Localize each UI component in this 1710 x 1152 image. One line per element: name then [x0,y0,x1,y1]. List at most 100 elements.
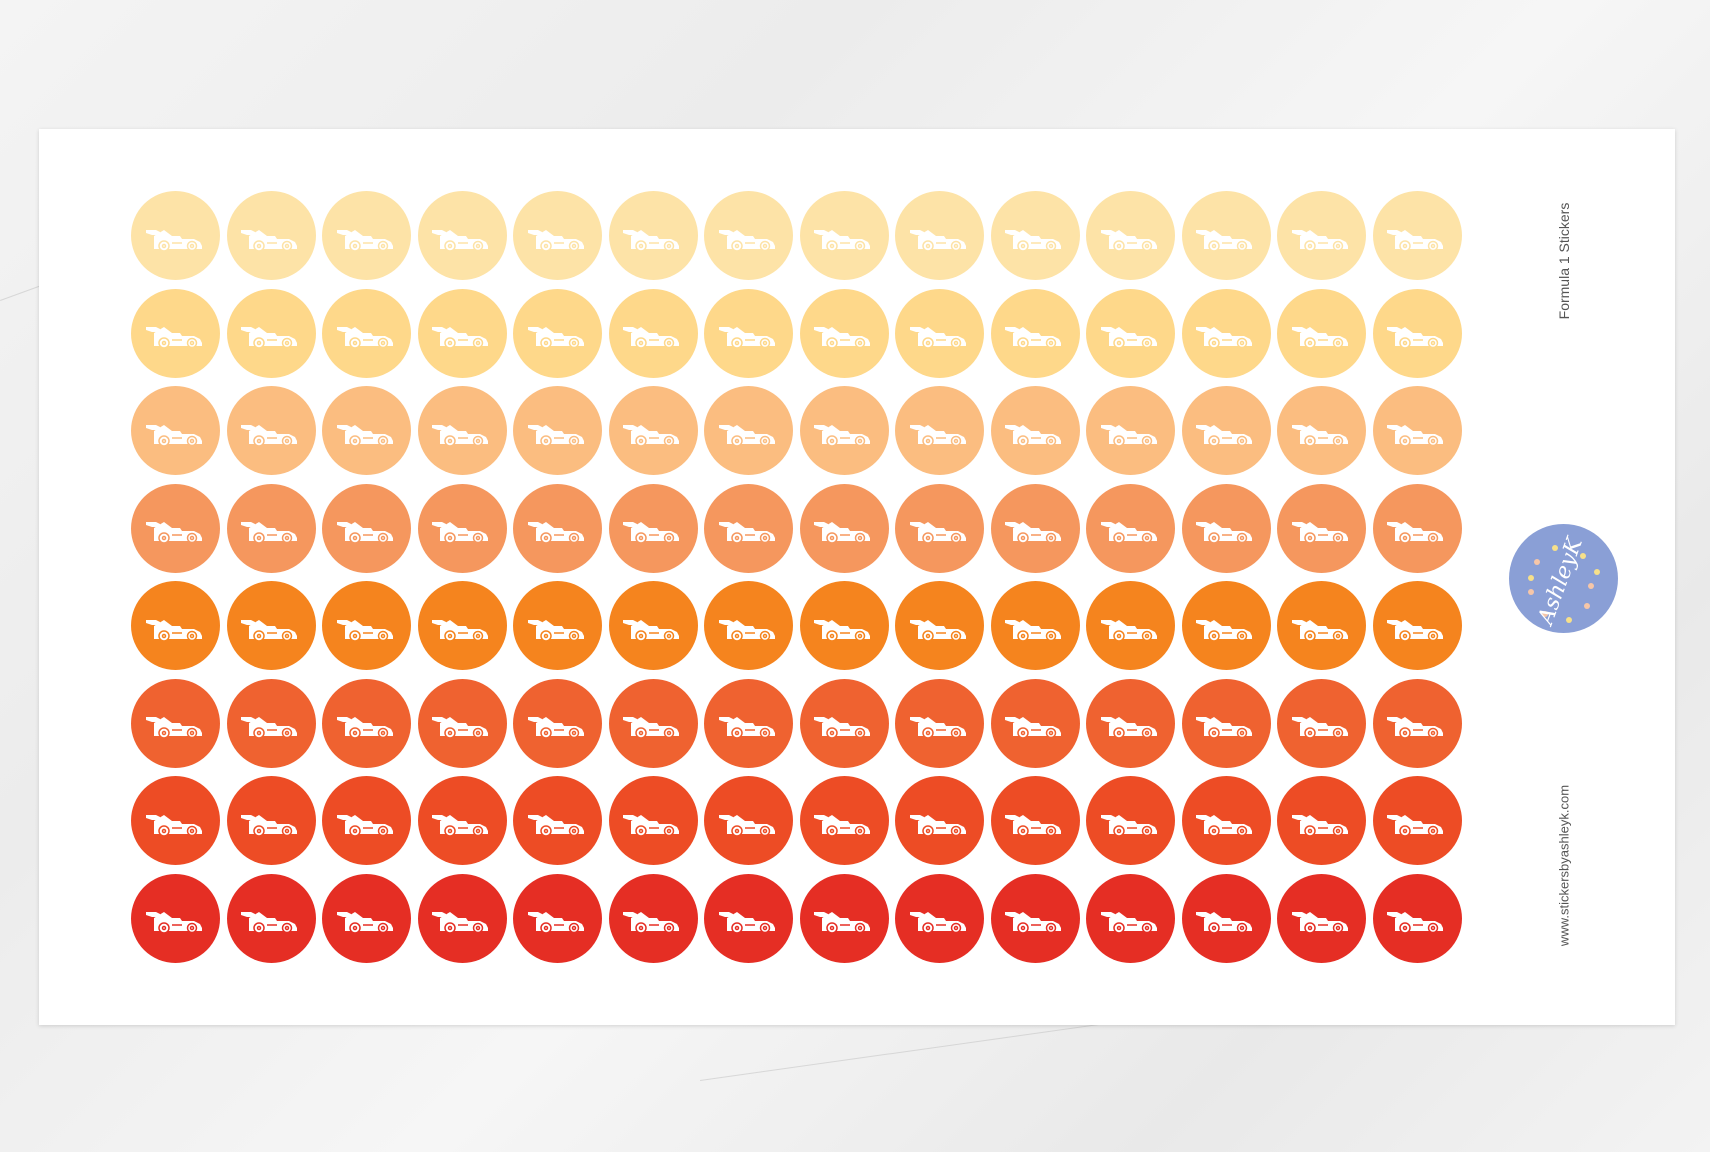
race-car-icon [432,522,488,544]
race-car-sticker [1372,581,1462,670]
race-car-icon [336,717,393,739]
race-car-sticker [1181,288,1271,378]
race-car-icon [1196,424,1252,447]
race-car-sticker [1372,873,1462,963]
race-car-sticker [704,581,793,670]
race-car-icon [1005,229,1061,252]
race-car-sticker [513,581,602,670]
race-car-sticker [226,873,316,963]
race-car-sticker [322,873,411,963]
race-car-icon [814,912,870,934]
race-car-sticker [131,483,220,573]
race-car-icon [336,912,393,934]
race-car-icon [336,814,393,837]
race-car-sticker [895,288,984,378]
race-car-icon [909,229,966,252]
race-car-icon [814,619,870,642]
race-car-icon [1100,717,1157,739]
race-car-icon [1291,814,1348,837]
race-car-sticker [990,678,1080,768]
race-car-icon [814,327,870,349]
race-car-icon [909,814,966,837]
race-car-sticker [131,873,220,963]
race-car-sticker [131,581,220,670]
race-car-sticker [1086,581,1175,670]
svg-text:AshleyK: AshleyK [1533,533,1589,630]
race-car-icon [241,522,297,544]
race-car-icon [1196,522,1252,544]
race-car-sticker [799,288,889,378]
race-car-icon [1005,717,1061,739]
race-car-sticker [131,191,220,280]
race-car-sticker [1277,288,1366,378]
race-car-sticker [1277,678,1366,768]
logo-icon: AshleyK [1528,533,1600,630]
race-car-sticker [608,873,698,963]
race-car-sticker [608,386,698,475]
race-car-sticker [1086,776,1175,865]
race-car-sticker [895,386,984,475]
race-car-icon [145,717,202,739]
race-car-icon [1005,814,1061,837]
race-car-icon [623,424,679,447]
race-car-icon [1196,229,1252,252]
race-car-sticker [1181,678,1271,768]
race-car-icon [1291,327,1348,349]
race-car-sticker [513,873,602,963]
race-car-sticker [799,873,889,963]
race-car-icon [718,912,775,934]
race-car-icon [1100,327,1157,349]
race-car-icon [1005,619,1061,642]
race-car-icon [527,814,584,837]
race-car-sticker [322,678,411,768]
race-car-sticker [1086,483,1175,573]
race-car-sticker [990,483,1080,573]
race-car-icon [909,717,966,739]
race-car-sticker [608,678,698,768]
race-car-sticker [513,191,602,280]
race-car-sticker [226,288,316,378]
race-car-sticker [1086,678,1175,768]
sticker-sheet: Formula 1 Stickers www.stickersbyashleyk… [39,129,1675,1025]
race-car-icon [718,327,775,349]
race-car-icon [623,619,679,642]
race-car-icon [1387,327,1443,349]
race-car-icon [623,814,679,837]
race-car-sticker [990,191,1080,280]
race-car-sticker [799,581,889,670]
race-car-icon [1291,717,1348,739]
race-car-icon [432,717,488,739]
race-car-sticker [704,873,793,963]
race-car-sticker [226,678,316,768]
race-car-icon [909,912,966,934]
race-car-icon [336,619,393,642]
race-car-icon [336,229,393,252]
race-car-icon [1100,814,1157,837]
race-car-sticker [1277,873,1366,963]
race-car-icon [527,327,584,349]
race-car-sticker [1372,386,1462,475]
race-car-sticker [1277,191,1366,280]
race-car-icon [718,619,775,642]
race-car-icon [432,229,488,252]
race-car-icon [432,814,488,837]
race-car-icon [909,327,966,349]
race-car-sticker [226,483,316,573]
race-car-icon [432,424,488,447]
race-car-icon [145,522,202,544]
race-car-sticker [704,483,793,573]
race-car-icon [145,424,202,447]
race-car-sticker [895,678,984,768]
race-car-icon [1005,912,1061,934]
race-car-sticker [1372,288,1462,378]
race-car-icon [718,717,775,739]
race-car-icon [145,229,202,252]
race-car-sticker [990,581,1080,670]
race-car-icon [527,522,584,544]
race-car-icon [432,327,488,349]
race-car-sticker [608,776,698,865]
race-car-sticker [704,288,793,378]
race-car-sticker [226,191,316,280]
race-car-sticker [799,678,889,768]
race-car-icon [1387,229,1443,252]
